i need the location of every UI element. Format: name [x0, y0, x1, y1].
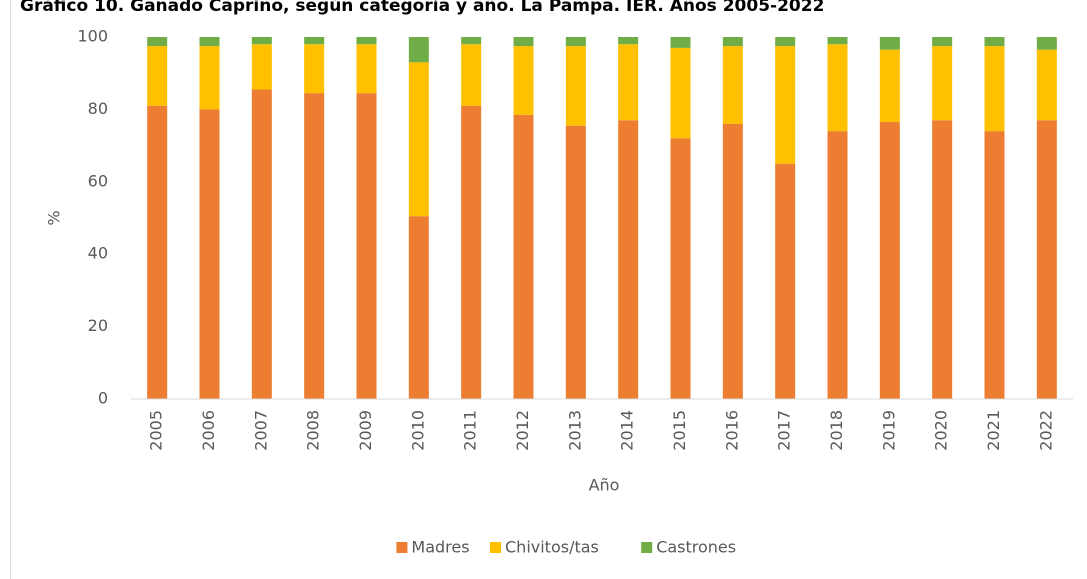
x-tick-label: 2021 [984, 410, 1003, 451]
bar-segment [199, 109, 220, 400]
bar-segment [722, 46, 743, 124]
legend-swatch [641, 542, 653, 553]
bar-segment [618, 37, 639, 45]
x-tick-label: 2013 [565, 410, 584, 451]
bar-segment [879, 122, 900, 399]
y-tick-label: 40 [88, 244, 108, 263]
chart-title: Gráfico 10. Ganado Caprino, según catego… [20, 0, 824, 16]
bar-segment [1036, 49, 1057, 121]
bar-segment [932, 37, 953, 47]
legend-swatch [396, 542, 408, 553]
bar-segment [932, 46, 953, 121]
bar-segment [670, 37, 691, 48]
bar-segment [356, 44, 377, 94]
bar-segment [1036, 37, 1057, 50]
bar-segment [304, 44, 325, 94]
y-tick-label: 20 [88, 316, 108, 335]
x-axis-title: Año [589, 476, 620, 495]
chart-frame [10, 0, 1087, 579]
x-tick-label: 2014 [618, 410, 637, 451]
bar-segment [408, 216, 429, 399]
x-tick-label: 2010 [408, 410, 427, 451]
x-tick-label: 2008 [304, 410, 323, 451]
x-tick-label: 2011 [461, 410, 480, 451]
bar-segment [565, 125, 586, 399]
x-tick-label: 2006 [199, 410, 218, 451]
bar-segment [827, 44, 848, 132]
y-tick-label: 60 [88, 171, 108, 190]
bar-segment [513, 114, 534, 399]
bar-segment [461, 105, 482, 399]
bar-segment [670, 138, 691, 400]
x-tick-label: 2007 [251, 410, 270, 451]
bar-segment [932, 120, 953, 399]
legend-label: Castrones [656, 538, 736, 557]
x-tick-label: 2017 [775, 410, 794, 451]
bar-segment [984, 46, 1005, 132]
bar-segment [775, 163, 796, 399]
x-tick-label: 2012 [513, 410, 532, 451]
bar-segment [984, 131, 1005, 399]
bar-segment [827, 131, 848, 399]
bar-segment [147, 46, 168, 106]
bar-segment [513, 37, 534, 47]
x-tick-label: 2019 [879, 410, 898, 451]
x-tick-label: 2020 [932, 410, 951, 451]
bar-segment [670, 47, 691, 139]
bar-segment [565, 37, 586, 47]
legend-label: Madres [411, 538, 469, 557]
bar-segment [147, 105, 168, 399]
bar-segment [304, 93, 325, 400]
legend-label: Chivitos/tas [505, 538, 599, 557]
bar-segment [722, 123, 743, 399]
bar-segment [1036, 120, 1057, 399]
bar-segment [356, 37, 377, 45]
bar-segment [304, 37, 325, 45]
bar-segment [356, 93, 377, 400]
bar-segment [408, 62, 429, 217]
bar-segment [984, 37, 1005, 47]
bar-segment [147, 37, 168, 47]
x-tick-label: 2018 [827, 410, 846, 451]
y-tick-label: 0 [98, 389, 108, 408]
bar-segment [827, 37, 848, 45]
y-axis-title: % [45, 210, 64, 225]
bar-segment [513, 46, 534, 115]
bar-segment [461, 37, 482, 45]
y-tick-label: 80 [88, 99, 108, 118]
bar-segment [251, 44, 272, 90]
bar-segment [461, 44, 482, 106]
bar-segment [565, 46, 586, 126]
bar-segment [408, 37, 429, 63]
x-tick-label: 2022 [1036, 410, 1055, 451]
bar-segment [199, 46, 220, 110]
x-tick-label: 2009 [356, 410, 375, 451]
x-tick-label: 2005 [147, 410, 166, 451]
y-tick-label: 100 [77, 27, 108, 46]
bar-segment [199, 37, 220, 47]
bar-segment [879, 37, 900, 50]
bar-segment [879, 49, 900, 123]
bar-segment [775, 46, 796, 164]
bar-segment [251, 37, 272, 45]
bar-segment [251, 89, 272, 400]
legend-swatch [490, 542, 501, 553]
x-tick-label: 2016 [722, 410, 741, 451]
x-tick-label: 2015 [670, 410, 689, 451]
bar-segment [618, 44, 639, 121]
bar-segment [722, 37, 743, 47]
bar-segment [618, 120, 639, 399]
bar-segment [775, 37, 796, 47]
